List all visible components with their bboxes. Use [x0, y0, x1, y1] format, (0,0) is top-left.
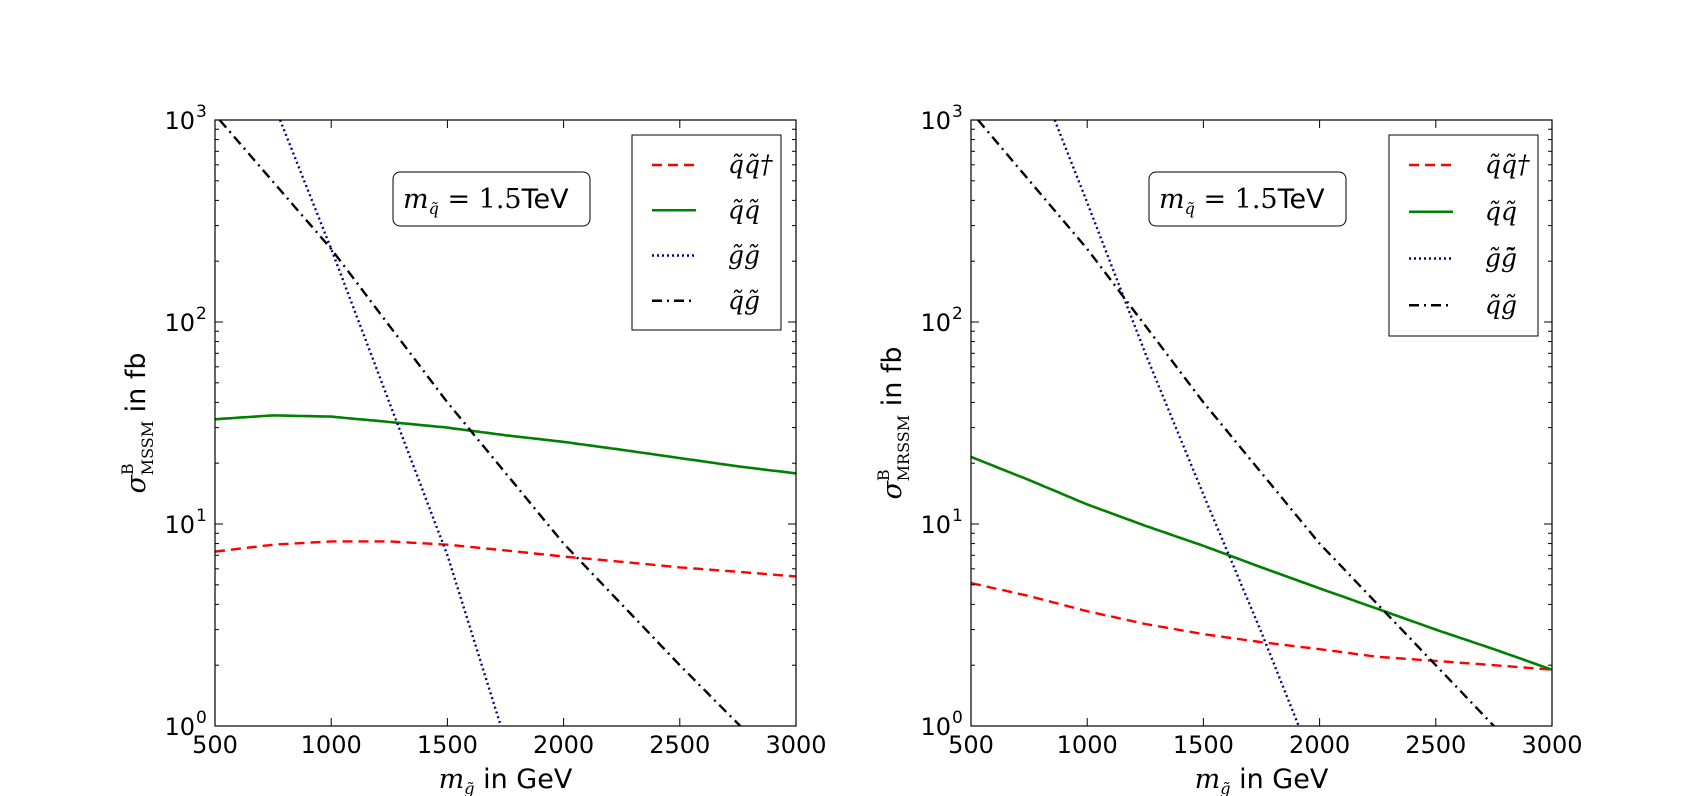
y-tick-label: 10 — [164, 107, 195, 135]
annotation-box — [392, 171, 591, 227]
legend-label: q̃q̃ — [728, 195, 760, 224]
plot-frame — [214, 119, 797, 727]
y-tick-exponent: 2 — [952, 304, 963, 324]
y-tick-label: 10 — [920, 107, 951, 135]
series-group — [215, 120, 796, 726]
x-tick-label: 1000 — [301, 731, 362, 759]
annotation-box — [1148, 171, 1347, 227]
series-line-3 — [218, 120, 742, 726]
x-tick-label: 2500 — [649, 731, 710, 759]
series-group — [971, 120, 1552, 726]
x-tick-label: 500 — [192, 731, 238, 759]
y-tick-exponent: 3 — [196, 102, 207, 122]
y-tick-label: 10 — [920, 511, 951, 539]
y-tick-exponent: 1 — [196, 506, 207, 526]
x-tick-label: 3000 — [1521, 731, 1582, 759]
legend-label: q̃g̃ — [728, 286, 760, 315]
legend-box — [1388, 134, 1539, 337]
y-tick-label: 10 — [164, 309, 195, 337]
legend-label: g̃g̃̄ — [1485, 244, 1517, 273]
y-tick-label: 10 — [164, 713, 195, 741]
series-line-2 — [1053, 120, 1300, 726]
x-axis-label: mg̃ in GeV — [1195, 764, 1329, 796]
legend-label: q̃q̃† — [728, 150, 773, 179]
y-tick-exponent: 2 — [196, 304, 207, 324]
series-line-1 — [971, 455, 1552, 671]
y-axis-label: σBMSSM in fb — [118, 352, 157, 493]
plot-frame — [970, 119, 1553, 727]
x-tick-label: 2000 — [533, 731, 594, 759]
annotation-text: mq̃ = 1.5TeV — [403, 184, 569, 218]
y-tick-exponent: 0 — [952, 708, 963, 728]
y-tick-exponent: 3 — [952, 102, 963, 122]
y-axis-label: σBMRSSM in fb — [874, 346, 913, 499]
y-tick-exponent: 1 — [952, 506, 963, 526]
x-axis-label: mg̃ in GeV — [439, 764, 573, 796]
x-tick-label: 2500 — [1405, 731, 1466, 759]
series-line-1 — [215, 414, 796, 475]
annotation-text: mq̃ = 1.5TeV — [1159, 184, 1325, 218]
series-line-0 — [971, 581, 1552, 671]
x-tick-label: 1500 — [417, 731, 478, 759]
legend-label: g̃g̃ — [728, 241, 760, 270]
x-tick-label: 1000 — [1057, 731, 1118, 759]
y-tick-exponent: 0 — [196, 708, 207, 728]
series-line-3 — [977, 120, 1495, 726]
legend-label: q̃q̃ — [1485, 197, 1517, 226]
legend-label: q̃g̃ — [1485, 290, 1517, 319]
y-tick-label: 10 — [164, 511, 195, 539]
series-line-0 — [215, 540, 796, 578]
x-tick-label: 3000 — [765, 731, 826, 759]
legend-box — [631, 134, 782, 331]
y-tick-label: 10 — [920, 713, 951, 741]
x-tick-label: 2000 — [1289, 731, 1350, 759]
legend-label: q̃q̃† — [1485, 150, 1530, 179]
y-tick-label: 10 — [920, 309, 951, 337]
x-tick-label: 500 — [948, 731, 994, 759]
series-line-2 — [278, 120, 503, 726]
x-tick-label: 1500 — [1173, 731, 1234, 759]
